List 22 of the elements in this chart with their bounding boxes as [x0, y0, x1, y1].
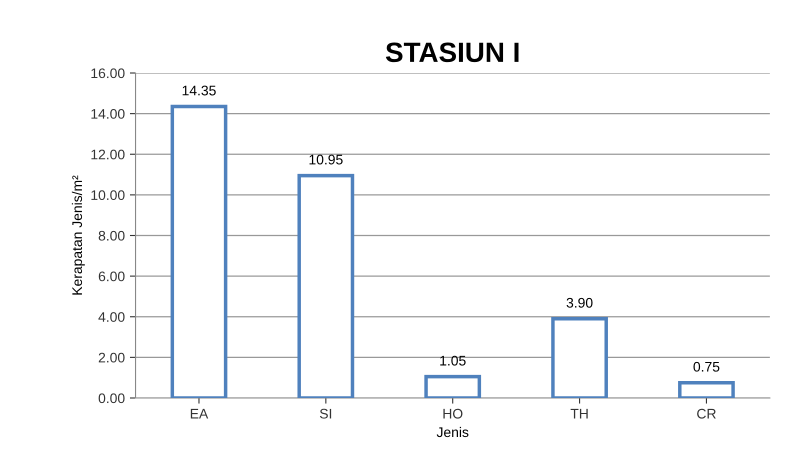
x-tick-label: CR: [697, 408, 716, 419]
x-tick-label: EA: [190, 408, 208, 418]
chart-title: STASIUN I: [386, 42, 518, 62]
x-tick-label: SI: [320, 408, 332, 419]
y-tick-label: 8.00: [98, 230, 125, 241]
data-label: 3.90: [566, 298, 593, 308]
y-tick-label: 2.00: [98, 352, 125, 363]
data-label: 0.75: [693, 362, 720, 372]
data-label: 14.35: [182, 86, 216, 96]
data-label: 10.95: [310, 154, 343, 164]
y-tick-label: 14.00: [91, 108, 125, 119]
y-tick-label: 6.00: [98, 271, 125, 282]
x-tick-label: TH: [570, 408, 588, 418]
x-axis-title: Jenis: [436, 426, 468, 438]
y-tick-label: 12.00: [91, 150, 125, 160]
data-label: 1.05: [440, 356, 466, 366]
y-tick-label: 10.00: [91, 190, 125, 200]
y-tick-label: 0.00: [98, 393, 125, 404]
y-axis-title: Kerapatan Jenis/m²: [72, 176, 85, 295]
x-tick-label: HO: [443, 408, 462, 419]
y-tick-label: 16.00: [91, 68, 125, 78]
y-tick-label: 4.00: [98, 312, 125, 322]
